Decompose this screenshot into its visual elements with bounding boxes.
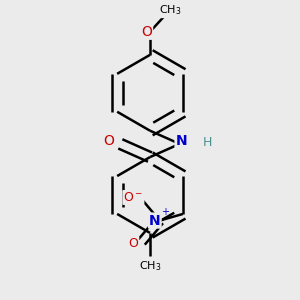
Text: O: O (103, 134, 114, 148)
Text: CH$_3$: CH$_3$ (139, 259, 161, 273)
Text: CH$_3$: CH$_3$ (158, 4, 181, 17)
Text: N: N (176, 134, 187, 148)
Text: O$^-$: O$^-$ (123, 191, 143, 204)
Text: O: O (128, 237, 138, 250)
Text: H: H (203, 136, 212, 149)
Text: N: N (149, 214, 160, 228)
Text: O: O (141, 25, 152, 39)
Text: +: + (161, 207, 169, 217)
